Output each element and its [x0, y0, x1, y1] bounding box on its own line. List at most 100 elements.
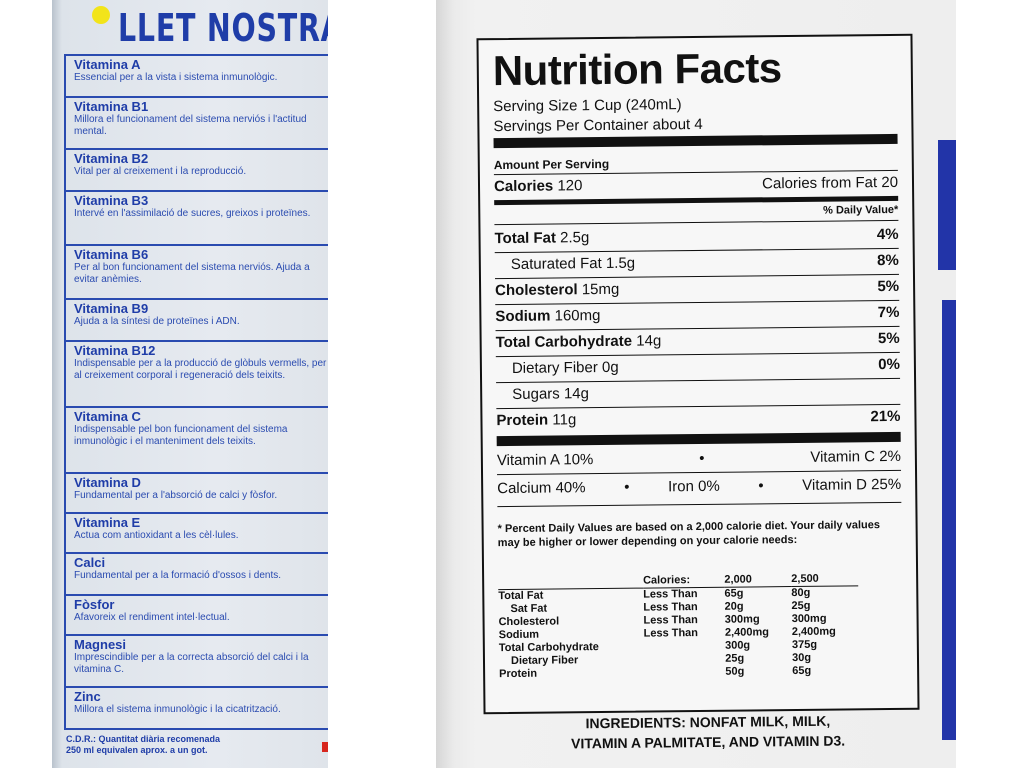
divider	[497, 469, 902, 476]
nutrient-amount: 15mg	[581, 280, 620, 299]
table-cell: Less Than	[643, 614, 698, 627]
table-cell: 300mg	[791, 612, 827, 626]
vitamin-name: Vitamina E	[74, 515, 141, 530]
table-cell: 2,000	[724, 573, 792, 588]
vitamin-description: Ajuda a la síntesi de proteïnes i ADN.	[74, 316, 240, 327]
table-cell: 25g	[725, 652, 745, 665]
table-cell: 25g	[791, 599, 811, 613]
nutrient-row: Sodium 160mg 7%	[495, 304, 899, 325]
table-cell	[644, 653, 725, 667]
divider	[494, 219, 899, 226]
vitamin-name: Vitamina B2	[74, 151, 149, 166]
table-cell: Protein	[499, 667, 538, 681]
vitamin-name: Vitamina B1	[74, 99, 149, 114]
table-cell: 375g	[791, 638, 818, 652]
nutrient-row: Total Carbohydrate 14g 5%	[496, 330, 900, 351]
daily-value-table: Calories: 2,000 2,500 Total Fat Less Tha…	[498, 572, 903, 681]
vitamin-name: Vitamina C	[74, 409, 141, 424]
table-cell: 2,500	[791, 572, 859, 587]
nutrient-label: Saturated Fat	[510, 255, 602, 273]
table-cell: Less Than	[643, 601, 698, 614]
nutrient-amount: 1.5g	[605, 254, 636, 272]
nutrition-facts-panel: Nutrition Facts Serving Size 1 Cup (240m…	[476, 33, 920, 715]
table-cell: Less Than	[643, 627, 699, 640]
nutrient-percent: 21%	[870, 407, 901, 426]
nutrient-row: Cholesterol 15mg 5%	[495, 278, 899, 299]
vitamin-description: Millora el funcionament del sistema nerv…	[74, 114, 307, 137]
cdr-line: C.D.R.: Quantitat diària recomenada	[66, 734, 221, 744]
nutrient-label: Protein	[496, 411, 549, 430]
table-cell: 65g	[724, 587, 744, 600]
nutrient-percent: 7%	[877, 303, 900, 322]
vitamin-description: Indispensable per a la producció de glòb…	[74, 358, 327, 381]
table-cell: 65g	[792, 664, 812, 678]
nutrient-amount: 0g	[601, 358, 619, 377]
amount-per-serving: Amount Per Serving	[493, 156, 610, 173]
vitamin-name: Vitamina A	[74, 57, 141, 72]
list-item: Vitamina E Actua com antioxidant a les c…	[66, 514, 328, 554]
vitamin-description: Millora el sistema inmunològic i la cica…	[74, 704, 281, 715]
vitamin-name: Calci	[74, 555, 106, 570]
vitamin-name: Magnesi	[74, 637, 127, 652]
vitamin-name: Vitamina B3	[74, 193, 149, 208]
table-cell: 300mg	[724, 613, 760, 626]
nutrient-percent: 0%	[878, 355, 900, 374]
table-cell: 50g	[725, 665, 745, 678]
mineral-row: Calcium 40% • Iron 0% • Vitamin D 25%	[497, 476, 901, 497]
list-item: Fòsfor Afavoreix el rendiment intel·lect…	[66, 596, 328, 636]
nutrient-percent: 5%	[877, 329, 900, 348]
list-item: Vitamina B12 Indispensable per a la prod…	[66, 342, 328, 408]
nutrient-label: Cholesterol	[495, 281, 578, 300]
ingredients-list: INGREDIENTS: NONFAT MILK, MILK, VITAMIN …	[548, 710, 868, 753]
nutrient-amount: 14g	[563, 385, 590, 403]
bullet: •	[758, 477, 764, 495]
bullet: •	[699, 449, 705, 467]
daily-value-footnote: * Percent Daily Values are based on a 2,…	[497, 519, 880, 550]
vitamin-description: Afavoreix el rendiment intel·lectual.	[74, 612, 230, 623]
list-item: Vitamina B6 Per al bon funcionament del …	[66, 246, 328, 300]
list-item: Vitamina B3 Intervé en l'assimilació de …	[66, 192, 328, 246]
calories-label: Calories	[493, 177, 554, 196]
list-item: Calci Fundamental per a la formació d'os…	[66, 554, 328, 596]
list-item: Vitamina C Indispensable pel bon funcion…	[66, 408, 328, 474]
table-cell: 80g	[791, 586, 811, 600]
calories-fat-value: 20	[881, 173, 899, 192]
nutrient-row: Total Fat 2.5g 4%	[494, 226, 898, 247]
nutrient-percent: 4%	[876, 225, 899, 244]
servings-per-container: Servings Per Container about 4	[493, 115, 703, 136]
vitamin-description: Essencial per a la vista i sistema inmun…	[74, 72, 278, 83]
nutrient-row: Dietary Fiber 0g 0%	[496, 356, 900, 377]
nutrient-label: Sugars	[512, 385, 560, 403]
vitamin-description: Vital per al creixement i la reproducció…	[74, 166, 247, 177]
brand-name: LLET NOSTRA	[118, 6, 328, 50]
vitamin-name: Vitamina B12	[74, 343, 156, 358]
vitamin-name: Fòsfor	[74, 597, 115, 612]
list-item: Vitamina B2 Vital per al creixement i la…	[66, 150, 328, 192]
list-item: Magnesi Imprescindible per a la correcta…	[66, 636, 328, 688]
nutrient-percent: 8%	[877, 251, 899, 270]
table-cell	[644, 666, 725, 680]
calories-row: Calories 120 Calories from Fat 20	[494, 174, 898, 195]
divider-thick	[493, 133, 898, 149]
vitamin-d: Vitamin D 25%	[802, 475, 902, 494]
vitamin-c: Vitamin C 2%	[810, 447, 901, 466]
nutrient-amount: 2.5g	[560, 229, 590, 247]
vitamin-name: Vitamina B6	[74, 247, 149, 262]
vitamin-list: Vitamina A Essencial per a la vista i si…	[64, 54, 328, 730]
cdr-line: 250 ml equivalen aprox. a un got.	[66, 745, 208, 755]
vitamin-description: Fundamental per a l'absorció de calci y …	[74, 490, 278, 501]
vitamin-description: Per al bon funcionament del sistema nerv…	[74, 262, 310, 285]
vitamin-description: Imprescindible per a la correcta absorci…	[74, 652, 309, 675]
table-cell: Less Than	[643, 588, 698, 601]
table-cell: 2,400mg	[791, 625, 836, 639]
vitamin-name: Vitamina B9	[74, 301, 149, 316]
nutrient-label: Sodium	[495, 307, 551, 326]
calories-fat-label: Calories from Fat	[762, 174, 878, 193]
serving-size: Serving Size 1 Cup (240mL)	[493, 96, 682, 116]
nutrient-percent: 5%	[877, 277, 900, 296]
table-cell: 300g	[724, 639, 751, 652]
list-item: Vitamina A Essencial per a la vista i si…	[66, 56, 328, 98]
list-item: Vitamina B1 Millora el funcionament del …	[66, 98, 328, 150]
calcium: Calcium 40%	[497, 479, 586, 498]
nutrient-label: Total Carbohydrate	[495, 332, 633, 352]
